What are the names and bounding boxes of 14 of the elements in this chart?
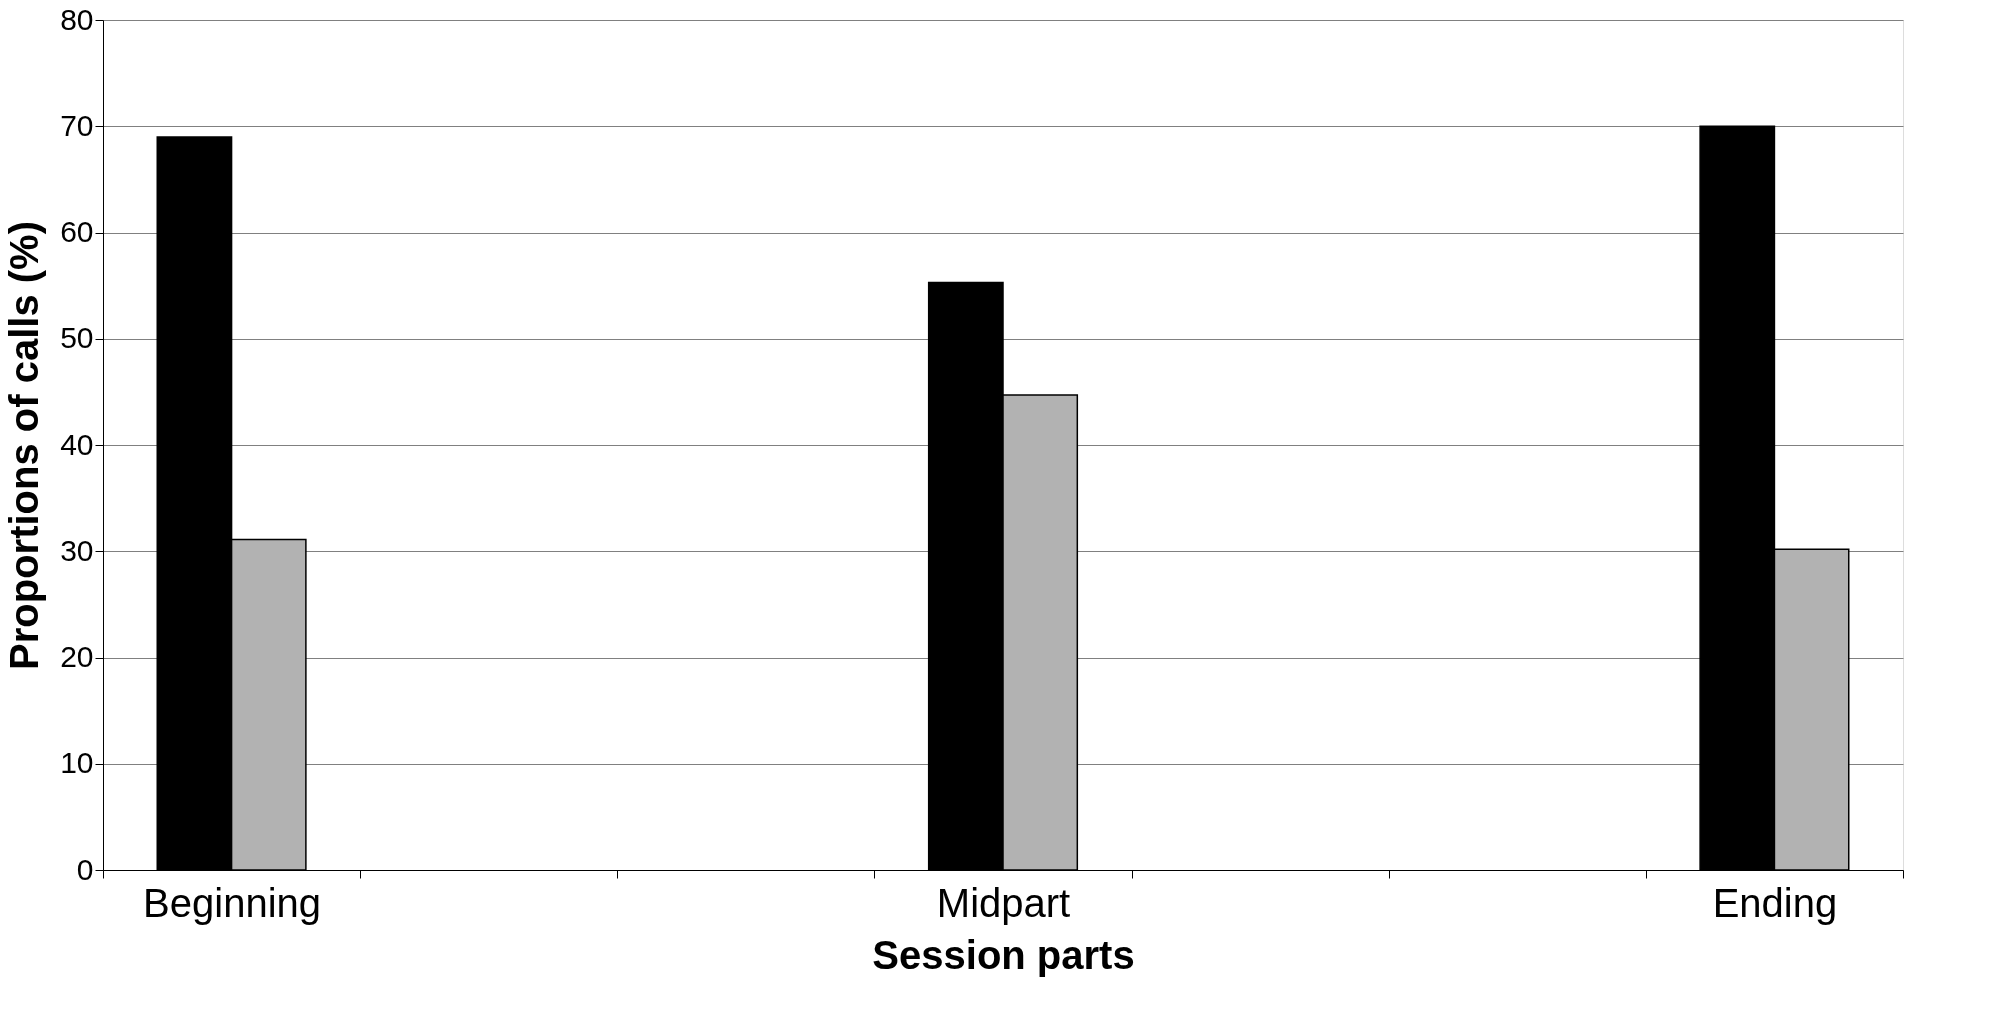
y-tick-label: 50 [60, 321, 94, 355]
y-tick-label: 60 [60, 215, 94, 248]
x-tick-label: Midpart [936, 880, 1071, 925]
y-tick-label: 0 [76, 852, 94, 886]
y-tick-label: 70 [60, 108, 94, 142]
x-axis-title: Session parts [872, 932, 1135, 977]
y-tick-label: 30 [60, 533, 94, 567]
y-tick-label: 10 [60, 746, 94, 780]
y-tick-label: 80 [60, 2, 94, 36]
y-tick-label: 40 [60, 427, 94, 461]
x-tick-label: Beginning [143, 880, 322, 925]
y-tick-label: 20 [60, 640, 94, 673]
x-tick-label: Ending [1712, 880, 1838, 925]
y-axis-title: Proportions of calls (%) [2, 221, 47, 670]
